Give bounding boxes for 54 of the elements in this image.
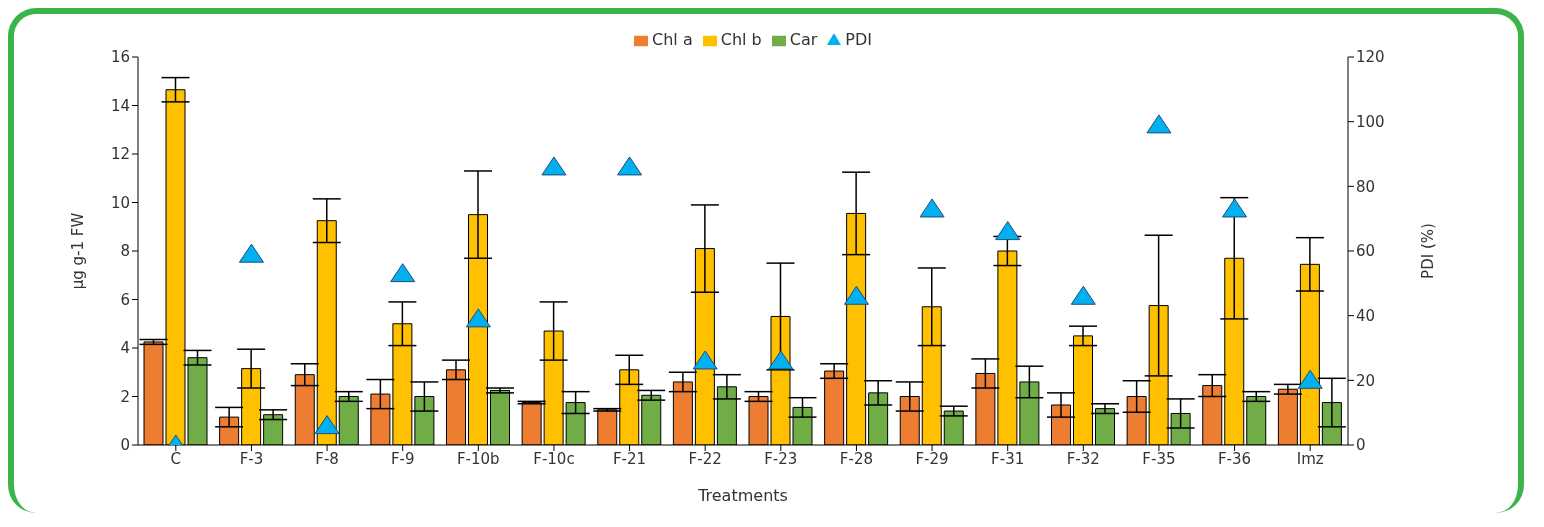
point bbox=[768, 350, 794, 370]
x-axis-title: Treatments bbox=[697, 486, 788, 505]
legend-label: Chl a bbox=[652, 30, 693, 49]
y-tick-label: 6 bbox=[120, 290, 130, 309]
point bbox=[541, 156, 567, 176]
x-tick-label: F-21 bbox=[612, 449, 647, 468]
y-tick-label: 10 bbox=[110, 193, 130, 212]
x-tick-label: F-36 bbox=[1217, 449, 1252, 468]
x-tick-label: F-32 bbox=[1066, 449, 1100, 468]
x-tick-label: F-3 bbox=[239, 449, 264, 468]
legend-label: Car bbox=[789, 30, 818, 49]
y2-tick-label: 40 bbox=[1356, 306, 1376, 325]
y-tick-label: 4 bbox=[120, 339, 130, 358]
x-tick-label: F-23 bbox=[764, 449, 798, 468]
y2-tick-label: 0 bbox=[1356, 436, 1366, 455]
legend-label: Chl b bbox=[720, 30, 762, 49]
x-tick-label: F-29 bbox=[915, 449, 949, 468]
point bbox=[692, 350, 718, 370]
x-tick-label: F-8 bbox=[315, 449, 339, 468]
x-tick-label: C bbox=[170, 449, 182, 468]
y2-axis-title: PDI (%) bbox=[1419, 223, 1438, 279]
x-tick-label: F-9 bbox=[390, 449, 415, 468]
x-tick-label: F-10c bbox=[533, 449, 575, 468]
y-axis-title: μg g-1 FW bbox=[69, 212, 88, 290]
y-tick-label: 14 bbox=[110, 96, 130, 115]
x-tick-label: Imz bbox=[1296, 449, 1324, 468]
y2-tick-label: 80 bbox=[1356, 177, 1376, 196]
y-tick-label: 16 bbox=[110, 48, 130, 67]
y-tick-label: 12 bbox=[110, 145, 130, 164]
point bbox=[1146, 114, 1172, 134]
point bbox=[390, 263, 416, 283]
y2-tick-label: 60 bbox=[1356, 242, 1376, 261]
y2-tick-label: 100 bbox=[1356, 112, 1385, 131]
point bbox=[617, 156, 643, 176]
point bbox=[843, 285, 869, 305]
x-tick-label: F-31 bbox=[991, 449, 1025, 468]
point bbox=[1070, 285, 1096, 305]
x-tick-label: F-10b bbox=[456, 449, 500, 468]
point bbox=[314, 415, 340, 435]
point bbox=[919, 198, 945, 218]
y-tick-label: 8 bbox=[120, 242, 130, 261]
point bbox=[238, 243, 264, 263]
y2-tick-label: 20 bbox=[1356, 371, 1376, 390]
y-tick-label: 2 bbox=[120, 387, 130, 406]
legend-label: PDI bbox=[845, 30, 872, 49]
point bbox=[1222, 198, 1248, 218]
x-tick-label: F-35 bbox=[1142, 449, 1176, 468]
x-tick-label: F-22 bbox=[688, 449, 722, 468]
y-tick-label: 0 bbox=[120, 436, 130, 455]
y2-tick-label: 120 bbox=[1356, 48, 1385, 67]
point bbox=[995, 221, 1021, 241]
point bbox=[465, 308, 491, 328]
point bbox=[1297, 369, 1323, 389]
x-tick-label: F-28 bbox=[839, 449, 874, 468]
